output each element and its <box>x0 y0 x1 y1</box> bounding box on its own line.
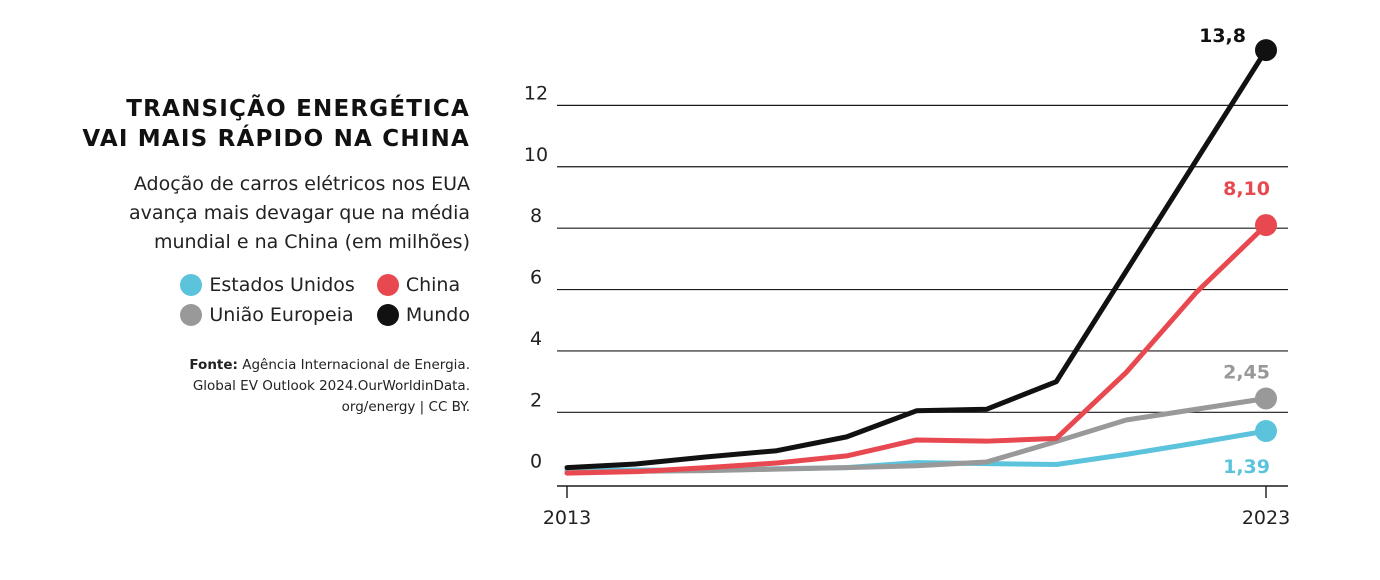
labels: 0 2 4 6 8 10 12 2013 2023 1,39 2,45 8,10 13,8 <box>524 25 1290 529</box>
legend-swatch-china <box>376 274 399 296</box>
series-line-china <box>564 222 1269 476</box>
chart-header-panel: Transição energética vai mais rápido na … <box>40 94 470 418</box>
legend-swatch-estados-unidos <box>180 274 203 296</box>
chart-source: Fonte: Agência Internacional de Energia.… <box>40 355 470 418</box>
chart-subtitle: Adoção de carros elétricos nos EUA avanç… <box>40 170 470 257</box>
source-line-1: Agência Internacional de Energia. <box>242 357 470 373</box>
legend-label-estados-unidos: Estados Unidos <box>209 274 355 296</box>
gridlines <box>557 104 1288 413</box>
series-end-marker-china <box>1255 214 1277 237</box>
data-label-mundo: 13,8 <box>1199 25 1246 47</box>
source-label: Fonte: <box>189 357 238 373</box>
data-label-china: 8,10 <box>1223 178 1270 200</box>
series-end-marker-mundo <box>1255 39 1277 62</box>
source-line-3: org/energy | CC BY. <box>341 399 470 415</box>
chart-title-line-1: Transição energética <box>126 96 470 122</box>
series-lines <box>564 39 1277 476</box>
series-line-mundo <box>564 47 1269 471</box>
legend-swatch-uniao-europeia <box>180 304 203 326</box>
legend-swatch-mundo <box>376 304 399 326</box>
y-tick-label-4: 4 <box>530 328 542 350</box>
y-tick-label-0: 0 <box>530 451 542 473</box>
x-tick-label-2023: 2023 <box>1242 507 1290 529</box>
legend-item-china: China <box>376 271 470 299</box>
y-tick-label-2: 2 <box>530 389 542 411</box>
chart-legend: Estados Unidos China União Europeia Mund… <box>40 271 470 329</box>
y-tick-label-6: 6 <box>530 267 542 289</box>
chart-title-line-2: vai mais rápido na China <box>82 126 470 152</box>
legend-label-mundo: Mundo <box>405 304 470 326</box>
legend-item-estados-unidos: Estados Unidos <box>180 271 355 299</box>
series-end-marker-uniao-europeia <box>1255 387 1277 410</box>
chart-subtitle-line-2: avança mais devagar que na média <box>129 202 470 224</box>
legend-label-uniao-europeia: União Europeia <box>209 304 354 326</box>
legend-item-uniao-europeia: União Europeia <box>180 301 354 329</box>
source-line-2: Global EV Outlook 2024.OurWorldinData. <box>192 378 470 394</box>
data-label-uniao-europeia: 2,45 <box>1223 362 1270 384</box>
chart-title: Transição energética vai mais rápido na … <box>40 94 470 154</box>
legend-label-china: China <box>405 274 461 296</box>
axes <box>557 485 1288 498</box>
data-label-estados-unidos: 1,39 <box>1223 456 1270 478</box>
chart-subtitle-line-1: Adoção de carros elétricos nos EUA <box>133 173 470 195</box>
y-tick-label-10: 10 <box>524 144 548 166</box>
chart-subtitle-line-3: mundial e na China (em milhões) <box>153 231 470 253</box>
series-end-marker-estados-unidos <box>1255 420 1277 443</box>
legend-item-mundo: Mundo <box>376 301 470 329</box>
x-tick-label-2013: 2013 <box>543 507 591 529</box>
y-tick-label-12: 12 <box>524 82 548 104</box>
y-tick-label-8: 8 <box>530 205 542 227</box>
